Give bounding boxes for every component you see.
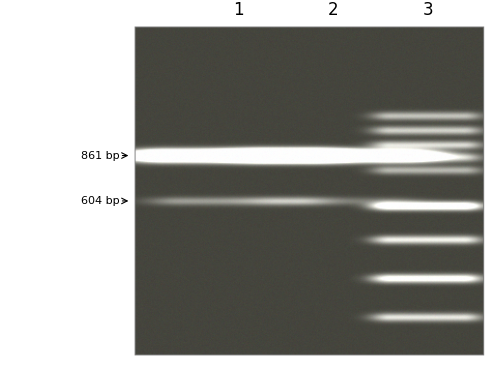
Text: 1: 1 bbox=[233, 1, 243, 19]
Text: 2: 2 bbox=[328, 1, 338, 19]
Text: 604 bp: 604 bp bbox=[81, 196, 120, 206]
Text: 3: 3 bbox=[422, 1, 433, 19]
Text: 861 bp: 861 bp bbox=[81, 151, 120, 161]
